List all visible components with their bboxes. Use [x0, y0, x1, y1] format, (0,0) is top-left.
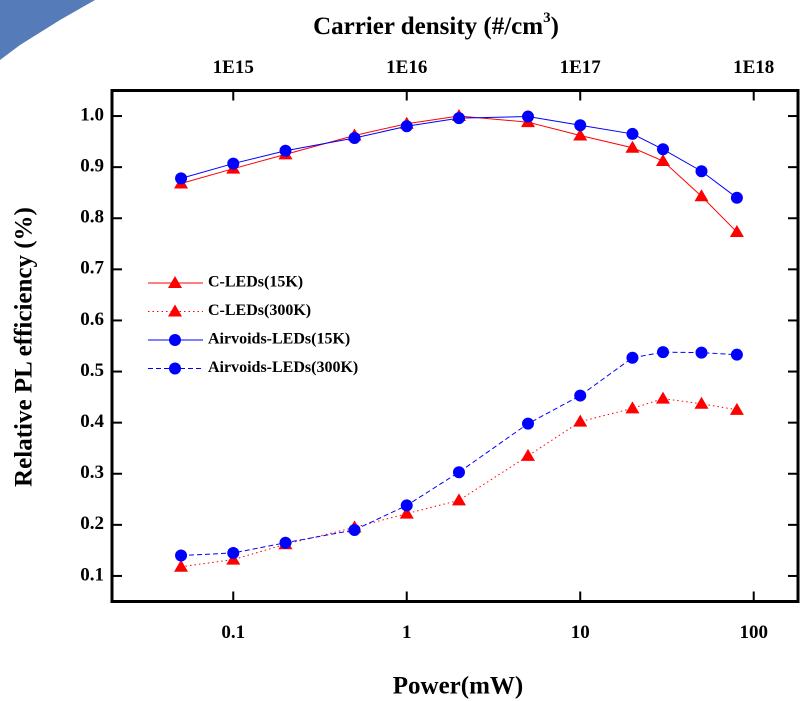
- x-axis-title: Power(mW): [393, 673, 524, 700]
- data-point: [175, 172, 188, 185]
- data-point: [573, 414, 588, 427]
- data-point: [625, 140, 640, 153]
- data-point: [521, 448, 536, 461]
- x2-title-end: ): [551, 13, 559, 40]
- data-point: [452, 466, 465, 479]
- series-line: [180, 115, 738, 233]
- x2-title-sup: 3: [543, 10, 551, 26]
- data-point: [730, 191, 743, 204]
- legend-label: C-LEDs(15K): [208, 274, 303, 291]
- y-tick-label: 0.1: [80, 564, 104, 585]
- x-tick-label: 100: [739, 622, 768, 643]
- y-tick-label: 0.7: [80, 258, 104, 279]
- x2-tick-label: 1E16: [386, 57, 427, 78]
- legend-label: Airvoids-LEDs(15K): [208, 331, 350, 348]
- y-tick-label: 0.3: [80, 462, 104, 483]
- data-point: [695, 165, 708, 178]
- legend-label: C-LEDs(300K): [208, 302, 311, 319]
- x2-title-text: Carrier density (#/cm: [313, 13, 543, 40]
- series-line: [180, 116, 738, 199]
- data-point: [400, 120, 413, 133]
- y-tick-label: 0.5: [80, 360, 104, 381]
- data-point: [174, 559, 189, 572]
- series-line: [180, 398, 737, 568]
- data-point: [694, 396, 709, 409]
- data-point: [656, 154, 671, 167]
- series-line: [181, 351, 737, 557]
- x2-axis-title: Carrier density (#/cm3): [313, 10, 559, 39]
- data-point: [574, 119, 587, 132]
- data-point: [626, 127, 639, 140]
- data-point: [348, 132, 361, 145]
- y-axis-title: Relative PL efficiency (%): [11, 207, 38, 487]
- data-point: [626, 351, 639, 364]
- x-tick-label: 1: [402, 622, 412, 643]
- data-point: [451, 493, 466, 506]
- data-point: [657, 143, 670, 156]
- data-point: [227, 157, 240, 170]
- x2-tick-label: 1E17: [560, 57, 602, 78]
- y-tick-label: 0.4: [80, 411, 104, 432]
- legend-label: Airvoids-LEDs(300K): [208, 359, 358, 376]
- data-point: [729, 402, 744, 415]
- data-point: [348, 523, 361, 536]
- data-point: [522, 417, 535, 430]
- data-point: [400, 499, 413, 512]
- data-point: [573, 128, 588, 141]
- data-point: [175, 549, 188, 562]
- y-tick-label: 0.6: [80, 309, 104, 330]
- legend-marker: [168, 276, 182, 288]
- data-point: [625, 401, 640, 414]
- data-point: [279, 536, 292, 549]
- legend-marker: [169, 334, 181, 346]
- data-point: [694, 189, 709, 202]
- corner-decoration: [0, 0, 95, 60]
- data-point: [729, 225, 744, 238]
- data-point: [522, 110, 535, 123]
- data-point: [656, 391, 671, 404]
- data-point: [279, 144, 292, 157]
- legend-marker: [168, 304, 182, 317]
- x2-tick-label: 1E15: [213, 57, 254, 78]
- data-point: [730, 348, 743, 361]
- plot-frame: [110, 89, 800, 603]
- x-tick-label: 0.1: [221, 622, 245, 643]
- data-point: [227, 546, 240, 559]
- y-tick-label: 1.0: [80, 104, 104, 125]
- x-tick-label: 10: [571, 622, 590, 643]
- data-point: [452, 112, 465, 125]
- y-tick-label: 0.2: [80, 513, 104, 534]
- data-point: [657, 346, 670, 359]
- legend-marker: [169, 362, 181, 375]
- y-tick-label: 0.9: [80, 156, 104, 177]
- y-tick-label: 0.8: [80, 207, 104, 228]
- data-point: [574, 389, 587, 402]
- x2-tick-label: 1E18: [733, 57, 774, 78]
- data-point: [399, 506, 414, 519]
- data-point: [695, 346, 708, 359]
